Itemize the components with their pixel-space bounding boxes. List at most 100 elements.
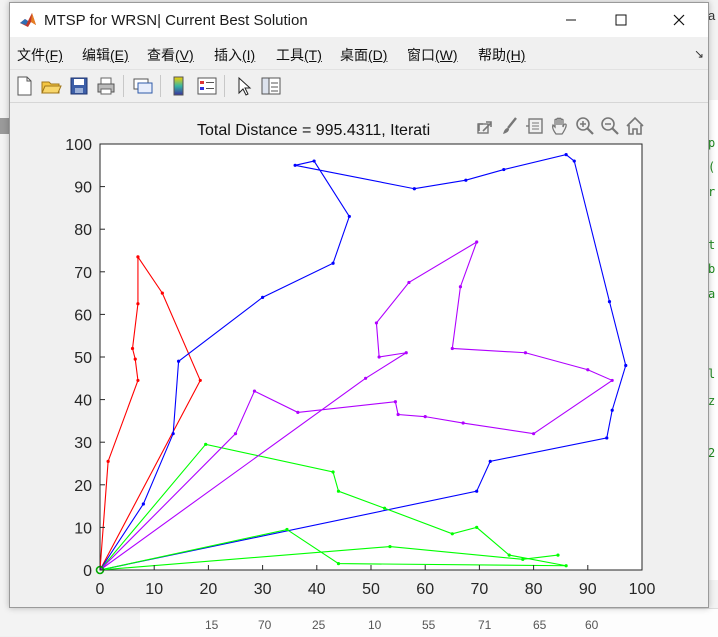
- background-code-char: b: [708, 262, 716, 276]
- route-node: [261, 295, 265, 299]
- route-node: [171, 432, 175, 436]
- background-code-char: a: [708, 287, 716, 301]
- route-node: [610, 378, 614, 383]
- route-node: [331, 470, 335, 474]
- y-tick-label: 0: [83, 563, 92, 580]
- y-tick-label: 60: [74, 307, 92, 324]
- route-node: [382, 506, 387, 510]
- open-file-icon[interactable]: [40, 75, 62, 97]
- background-number: 25: [312, 618, 326, 632]
- route-node: [475, 240, 479, 244]
- route-node: [136, 378, 140, 383]
- x-tick-label: 0: [96, 581, 105, 598]
- minimize-icon: [566, 19, 576, 21]
- background-number: 70: [258, 618, 272, 632]
- menu-insert[interactable]: 插入(I): [214, 47, 256, 63]
- route-node: [423, 415, 427, 419]
- data-tips-icon[interactable]: [524, 115, 546, 137]
- maximize-icon: [615, 14, 627, 26]
- route-node: [377, 355, 381, 359]
- x-tick-label: 50: [362, 581, 380, 598]
- title-bar: MTSP for WRSN| Current Best Solution: [10, 3, 708, 37]
- route-node: [130, 346, 135, 351]
- route-node: [475, 525, 479, 529]
- menu-desktop[interactable]: 桌面(D): [340, 47, 388, 63]
- route-node: [396, 412, 400, 417]
- property-inspector-icon[interactable]: [260, 75, 282, 97]
- figure-canvas: 0 10 20 30 40 50 60 70 80 90 100 0 10 20 30 40 50 60 70 80 9…: [10, 103, 708, 607]
- menu-edit[interactable]: 编辑(E): [82, 47, 129, 63]
- save-icon[interactable]: [68, 75, 90, 97]
- menu-tools[interactable]: 工具(T): [276, 47, 322, 63]
- zoom-in-icon[interactable]: [574, 115, 596, 137]
- route-node: [564, 564, 568, 568]
- background-number: 15: [205, 618, 219, 632]
- route-node: [407, 280, 411, 285]
- y-tick-label: 80: [74, 222, 92, 239]
- legend-icon[interactable]: [196, 75, 218, 97]
- pan-icon[interactable]: [549, 115, 571, 137]
- plot-axes[interactable]: 0 10 20 30 40 50 60 70 80 90 100 0 10 20 30 40 50 60 70 80 9…: [10, 103, 708, 607]
- route-node: [605, 436, 609, 440]
- toolbar-separator: [123, 75, 124, 97]
- maximize-button[interactable]: [598, 3, 644, 37]
- route-node: [363, 376, 368, 380]
- home-icon[interactable]: [624, 115, 646, 137]
- route-node: [586, 368, 590, 372]
- y-tick-label: 100: [65, 137, 92, 154]
- background-number: 60: [585, 618, 599, 632]
- route-node: [293, 163, 297, 167]
- route-node: [388, 544, 392, 549]
- matlab-logo-icon: [19, 11, 37, 29]
- route-node: [475, 489, 479, 493]
- y-tick-label: 40: [74, 393, 92, 410]
- route-node: [450, 346, 454, 351]
- route-node: [412, 187, 416, 191]
- close-icon: [673, 14, 685, 26]
- zoom-out-icon[interactable]: [599, 115, 621, 137]
- link-plot-icon[interactable]: [132, 75, 154, 97]
- background-number: 55: [422, 618, 436, 632]
- colorbar-icon[interactable]: [168, 75, 190, 97]
- new-figure-icon[interactable]: [13, 75, 35, 97]
- menu-file[interactable]: 文件(F): [17, 47, 63, 63]
- minimize-button[interactable]: [548, 3, 594, 37]
- background-code-char: t: [708, 238, 716, 252]
- dock-figure-icon[interactable]: ↘: [694, 47, 705, 61]
- route-node: [176, 359, 181, 363]
- brush-icon[interactable]: [499, 115, 521, 137]
- y-tick-label: 50: [74, 350, 92, 367]
- export-icon[interactable]: [474, 115, 496, 137]
- edit-plot-icon[interactable]: [232, 75, 254, 97]
- close-button[interactable]: [656, 3, 702, 37]
- x-tick-label: 20: [200, 581, 218, 598]
- route-node: [624, 363, 628, 368]
- menu-view[interactable]: 查看(V): [147, 47, 194, 63]
- background-code-char: (: [708, 160, 716, 174]
- x-tick-label: 10: [145, 581, 163, 598]
- x-tick-label: 70: [471, 581, 489, 598]
- route-node: [347, 214, 351, 219]
- print-icon[interactable]: [95, 75, 117, 97]
- route-node: [136, 302, 140, 306]
- route-node: [607, 300, 612, 304]
- route-node: [141, 502, 145, 506]
- menu-window[interactable]: 窗口(W): [407, 47, 458, 63]
- menu-bar: 文件(F) 编辑(E) 查看(V) 插入(I) 工具(T) 桌面(D) 窗口(W…: [10, 39, 708, 67]
- route-node: [488, 459, 492, 463]
- route-node: [160, 291, 164, 295]
- background-window-edge: [0, 118, 9, 134]
- menu-help[interactable]: 帮助(H): [478, 47, 526, 63]
- route-node: [464, 178, 468, 182]
- route-node: [296, 410, 300, 414]
- window-title: MTSP for WRSN| Current Best Solution: [44, 12, 308, 29]
- background-code-char: z: [708, 394, 716, 408]
- axes-toolbar: [474, 115, 646, 139]
- background-bottom-panel: [140, 608, 718, 637]
- route-node: [532, 432, 536, 436]
- route-node: [523, 351, 528, 355]
- route-node: [507, 553, 511, 557]
- background-code-char: r: [708, 185, 716, 199]
- route-line: [99, 443, 567, 571]
- background-code-char: 2: [708, 446, 716, 460]
